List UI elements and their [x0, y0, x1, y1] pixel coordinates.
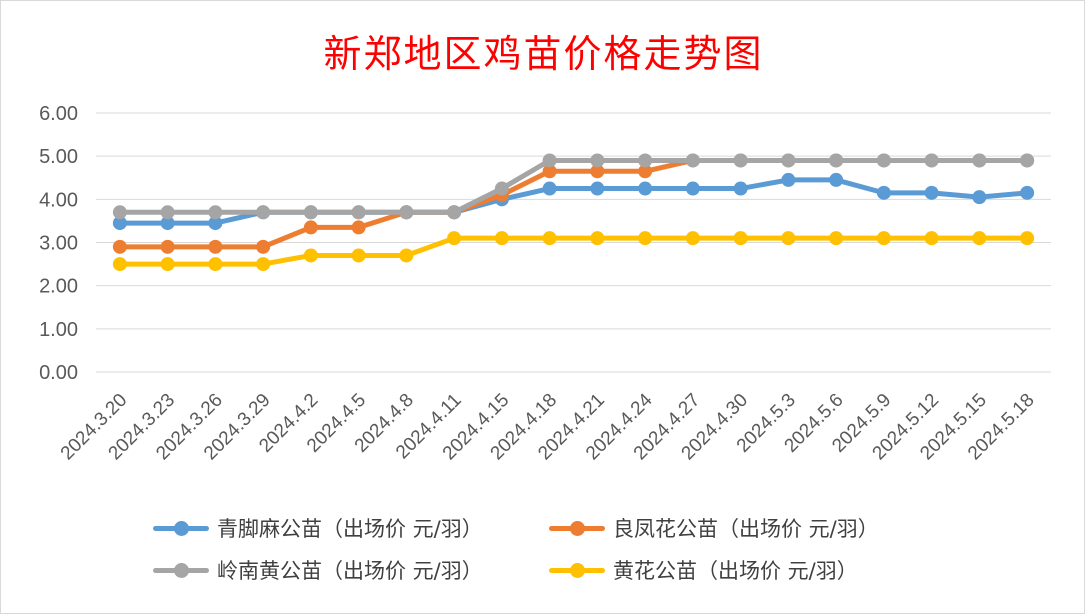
data-point[interactable]	[781, 231, 796, 246]
legend-label: 岭南黄公苗（出场价 元/羽）	[217, 559, 483, 583]
y-tick-label: 0.00	[39, 362, 78, 384]
data-point[interactable]	[1020, 185, 1035, 200]
data-point[interactable]	[542, 181, 557, 196]
data-point[interactable]	[256, 239, 271, 254]
data-point[interactable]	[208, 205, 223, 220]
data-point[interactable]	[829, 172, 844, 187]
data-point[interactable]	[1020, 153, 1035, 168]
data-point[interactable]	[733, 181, 748, 196]
data-point[interactable]	[160, 239, 175, 254]
legend-item-liangfeng[interactable]: 良凤花公苗（出场价 元/羽）	[547, 513, 879, 543]
data-point[interactable]	[733, 153, 748, 168]
legend-label: 青脚麻公苗（出场价 元/羽）	[217, 517, 483, 541]
series-line	[117, 157, 1030, 215]
data-point[interactable]	[399, 205, 414, 220]
data-point[interactable]	[685, 231, 700, 246]
legend-label: 黄花公苗（出场价 元/羽）	[613, 559, 858, 583]
data-point[interactable]	[351, 248, 366, 263]
y-tick-label: 5.00	[39, 146, 78, 168]
y-tick-label: 4.00	[39, 189, 78, 211]
data-point[interactable]	[685, 181, 700, 196]
data-point[interactable]	[972, 231, 987, 246]
data-point[interactable]	[494, 231, 509, 246]
legend-label: 良凤花公苗（出场价 元/羽）	[613, 517, 879, 541]
data-point[interactable]	[303, 220, 318, 235]
data-point[interactable]	[924, 185, 939, 200]
series-0	[112, 172, 1035, 231]
data-point[interactable]	[160, 216, 175, 231]
data-point[interactable]	[972, 190, 987, 205]
x-axis: 2024.3.202024.3.232024.3.262024.3.292024…	[57, 389, 1039, 464]
data-point[interactable]	[590, 181, 605, 196]
series-3	[112, 231, 1035, 272]
data-point[interactable]	[542, 231, 557, 246]
data-point[interactable]	[972, 153, 987, 168]
y-axis: 0.00 1.00 2.00 3.00 4.00 5.00 6.00	[39, 103, 78, 384]
series-line	[117, 177, 1030, 226]
data-point[interactable]	[924, 153, 939, 168]
data-point[interactable]	[494, 181, 509, 196]
data-point[interactable]	[638, 231, 653, 246]
data-point[interactable]	[256, 205, 271, 220]
series-lines	[112, 153, 1035, 272]
data-point[interactable]	[876, 185, 891, 200]
series-2	[112, 153, 1035, 220]
y-tick-label: 3.00	[39, 233, 78, 255]
data-point[interactable]	[590, 153, 605, 168]
gridlines	[96, 112, 1051, 373]
data-point[interactable]	[160, 205, 175, 220]
data-point[interactable]	[208, 216, 223, 231]
data-point[interactable]	[638, 153, 653, 168]
series-line	[117, 157, 1030, 250]
data-point[interactable]	[781, 172, 796, 187]
data-point[interactable]	[876, 153, 891, 168]
data-point[interactable]	[208, 239, 223, 254]
data-point[interactable]	[638, 164, 653, 179]
data-point[interactable]	[542, 153, 557, 168]
data-point[interactable]	[303, 248, 318, 263]
data-point[interactable]	[112, 257, 127, 272]
data-point[interactable]	[447, 205, 462, 220]
data-point[interactable]	[829, 153, 844, 168]
data-point[interactable]	[112, 216, 127, 231]
data-point[interactable]	[160, 257, 175, 272]
data-point[interactable]	[542, 164, 557, 179]
legend-marker-icon	[547, 555, 607, 585]
data-point[interactable]	[781, 153, 796, 168]
data-point[interactable]	[924, 231, 939, 246]
legend-item-lingnan[interactable]: 岭南黄公苗（出场价 元/羽）	[151, 555, 483, 585]
y-tick-label: 6.00	[39, 103, 78, 125]
data-point[interactable]	[590, 231, 605, 246]
legend-marker-icon	[547, 513, 607, 543]
data-point[interactable]	[208, 257, 223, 272]
data-point[interactable]	[112, 239, 127, 254]
y-tick-label: 1.00	[39, 319, 78, 341]
data-point[interactable]	[829, 231, 844, 246]
data-point[interactable]	[303, 205, 318, 220]
legend-item-qingjiao[interactable]: 青脚麻公苗（出场价 元/羽）	[151, 513, 483, 543]
data-point[interactable]	[638, 181, 653, 196]
data-point[interactable]	[351, 205, 366, 220]
series-line	[117, 235, 1030, 267]
data-point[interactable]	[590, 164, 605, 179]
data-point[interactable]	[351, 220, 366, 235]
data-point[interactable]	[733, 231, 748, 246]
data-point[interactable]	[1020, 231, 1035, 246]
chart-title: 新郑地区鸡苗价格走势图	[323, 32, 764, 76]
y-tick-label: 2.00	[39, 276, 78, 298]
data-point[interactable]	[447, 231, 462, 246]
data-point[interactable]	[256, 257, 271, 272]
data-point[interactable]	[876, 231, 891, 246]
legend-item-huanghua[interactable]: 黄花公苗（出场价 元/羽）	[547, 555, 858, 585]
data-point[interactable]	[399, 248, 414, 263]
data-point[interactable]	[685, 153, 700, 168]
data-point[interactable]	[112, 205, 127, 220]
legend-marker-icon	[151, 513, 211, 543]
legend-marker-icon	[151, 555, 211, 585]
